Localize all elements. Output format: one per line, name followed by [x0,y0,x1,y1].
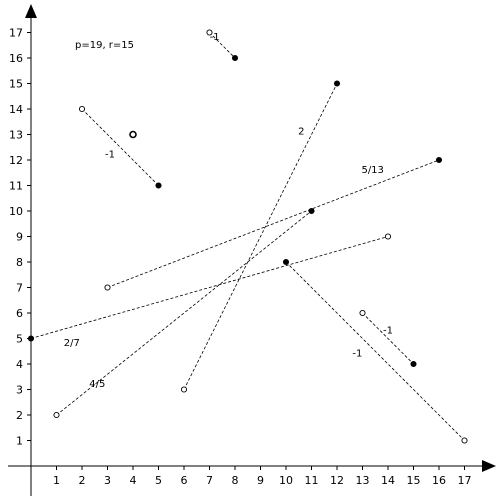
points-layer [27,29,468,444]
open-point [53,411,60,419]
x-tick-label: 10 [279,474,293,487]
y-tick-label: 15 [9,78,23,91]
open-point [461,437,468,444]
filled-point [333,80,341,87]
slope-label: -1 [383,325,393,336]
x-tick-label: 16 [432,474,446,487]
open-point [384,233,392,240]
y-tick-label: 16 [9,52,23,65]
filled-point [155,182,162,189]
filled-point [410,360,417,368]
y-tick-label: 5 [16,333,23,346]
y-tick-label: 4 [16,358,23,371]
open-point [104,284,111,291]
x-tick-label: 17 [458,474,472,487]
y-axis-arrow [25,4,37,18]
slope-label: 4/5 [89,379,105,390]
x-axis-arrow [482,460,496,472]
y-tick-label: 10 [9,205,23,218]
labels-layer: -1 -1 2 5/13 4/5 2/7 -1 -1 [64,32,393,390]
slope-label: 2 [298,127,304,138]
y-tick-label: 1 [16,435,23,448]
dashed-segment [209,32,236,59]
x-tick-label: 13 [356,474,370,487]
dashed-segment [285,261,465,441]
x-tick-label: 7 [206,474,213,487]
x-tick-label: 6 [181,474,188,487]
y-tick-label: 14 [9,103,23,116]
x-tick-label: 9 [257,474,264,487]
filled-point [282,258,290,266]
open-point [359,309,366,317]
slope-label: 2/7 [64,338,80,349]
x-tick-label: 15 [407,474,421,487]
x-tick-label: 12 [330,474,344,487]
x-tick-label: 4 [130,474,137,487]
dashed-segment [30,236,389,339]
x-tick-label: 8 [232,474,239,487]
filled-point [435,156,443,164]
slope-label: -1 [105,149,115,160]
y-tick-label: 8 [16,256,23,269]
x-tick-label: 2 [79,474,86,487]
y-tick-label: 2 [16,409,23,422]
filled-point [308,207,315,215]
dashed-segment [362,312,414,365]
x-tick-label: 5 [155,474,162,487]
segments-layer [30,32,465,441]
y-tick-label: 6 [16,307,23,320]
x-tick-label: 14 [381,474,395,487]
y-tick-label: 9 [16,231,23,244]
y-tick-label: 13 [9,129,23,142]
axes: 1 2 3 4 5 6 7 8 9 10 11 12 13 14 15 16 17123456789101112… [8,4,496,496]
y-tick-label: 12 [9,154,23,167]
dashed-segment [81,108,159,186]
y-tick-label: 7 [16,282,23,295]
filled-point [231,54,239,62]
dashed-segment [56,210,312,416]
x-tick-label: 3 [104,474,111,487]
x-tick-label: 11 [305,474,319,487]
open-point [206,29,213,36]
open-point [180,386,188,393]
y-tick-label: 3 [16,384,23,397]
filled-point [27,335,35,342]
dashed-segment [107,159,440,288]
y-tick-label: 11 [9,180,23,193]
y-tick-label: 17 [9,27,23,40]
parameters-label: p=19, r=15 [75,40,134,51]
open-point [78,105,86,113]
dashed-segment [183,83,338,390]
slope-label: 5/13 [361,165,383,176]
slope-label: -1 [210,32,220,43]
slope-label: -1 [352,348,362,359]
open-point [129,130,137,139]
x-tick-label: 1 [53,474,60,487]
